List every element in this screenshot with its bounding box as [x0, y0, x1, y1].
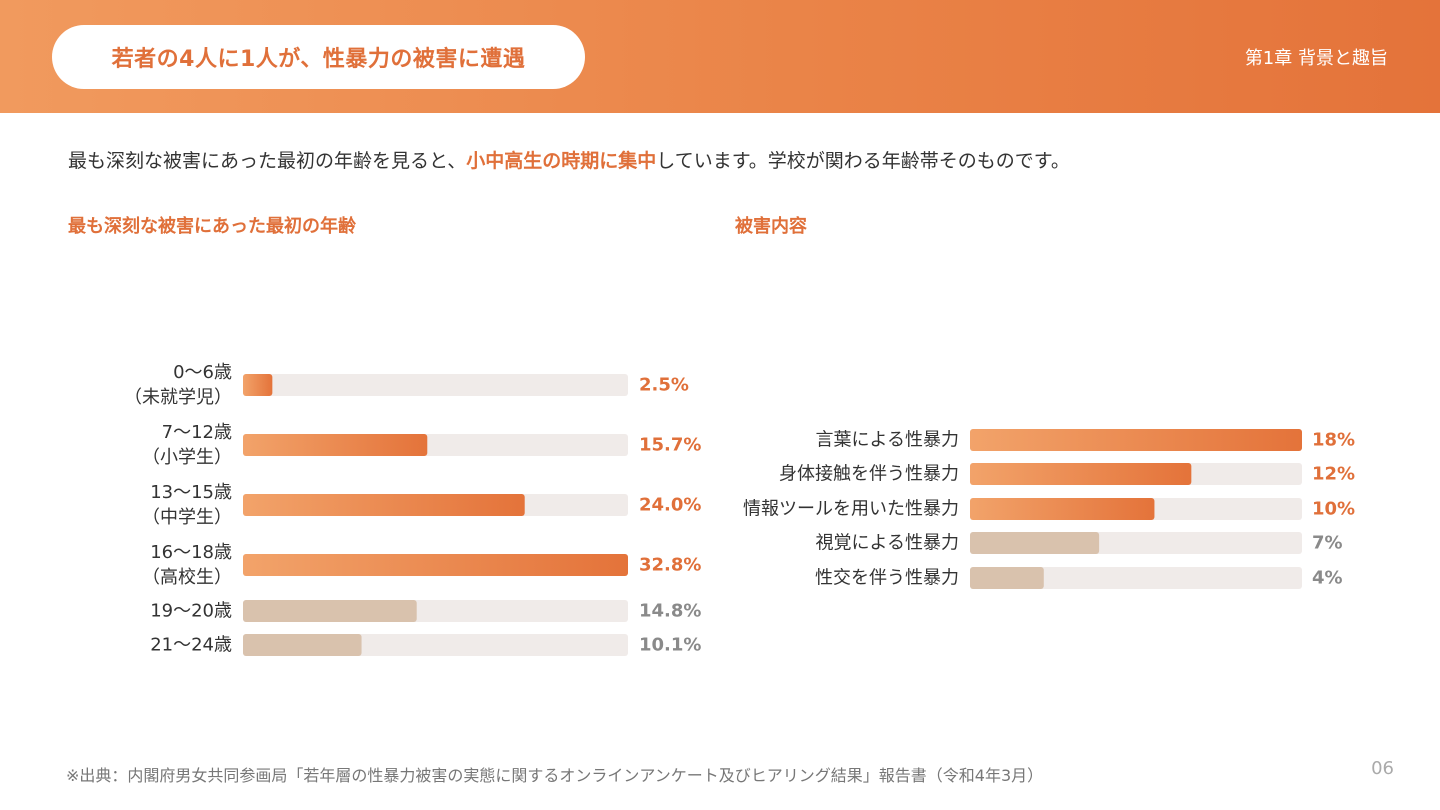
content-value-label-4: 4%: [1312, 568, 1343, 589]
age-value-label-2: 24.0%: [639, 495, 701, 516]
content-category-label-0: 言葉による性暴力: [816, 430, 959, 451]
age-bar-4: [243, 600, 417, 622]
content-bar-3: [970, 532, 1100, 554]
content-category-label-4: 性交を伴う性暴力: [815, 568, 959, 589]
content-value-label-3: 7%: [1312, 533, 1343, 554]
content-category-label-2: 情報ツールを用いた性暴力: [743, 499, 959, 520]
content-value-label-1: 12%: [1312, 464, 1355, 485]
age-category-label-2-0: 13〜15歳: [150, 482, 232, 503]
source-footnote: ※出典：内閣府男女共同参画局「若年層の性暴力被害の実態に関するオンラインアンケー…: [66, 766, 1044, 785]
age-value-label-3: 32.8%: [639, 555, 701, 576]
age-bar-2: [243, 494, 525, 516]
age-category-label-3-1: （高校生）: [142, 567, 232, 588]
age-category-label-1-1: （小学生）: [142, 447, 232, 468]
age-category-label-0-1: （未就学児）: [124, 387, 232, 408]
age-bar-1: [243, 434, 428, 456]
age-category-label-3-0: 16〜18歳: [150, 542, 232, 563]
age-track-0: [243, 374, 628, 396]
age-value-label-4: 14.8%: [639, 601, 701, 622]
content-value-label-0: 18%: [1312, 430, 1355, 451]
age-bar-0: [243, 374, 273, 396]
content-bar-1: [970, 463, 1192, 485]
content-track-4: [970, 567, 1302, 589]
age-category-label-5: 21〜24歳: [150, 635, 232, 656]
content-bar-0: [970, 429, 1302, 451]
content-value-label-2: 10%: [1312, 499, 1355, 520]
lead-before: 最も深刻な被害にあった最初の年齢を見ると、: [68, 150, 467, 172]
age-bar-5: [243, 634, 362, 656]
header-banner: 若者の4人に1人が、性暴力の被害に遭遇 第1章 背景と趣旨: [0, 0, 1440, 113]
age-category-label-0-0: 0〜6歳: [173, 362, 232, 383]
age-value-label-1: 15.7%: [639, 435, 701, 456]
content-bar-2: [970, 498, 1155, 520]
age-value-label-0: 2.5%: [639, 375, 689, 396]
page-number: 06: [1371, 758, 1394, 779]
title-pill: 若者の4人に1人が、性暴力の被害に遭遇: [52, 25, 585, 89]
lead-after: しています。学校が関わる年齢帯そのものです。: [656, 150, 1070, 172]
content-category-label-1: 身体接触を伴う性暴力: [779, 464, 959, 485]
age-category-label-2-1: （中学生）: [142, 507, 232, 528]
age-bar-3: [243, 554, 628, 576]
age-chart-title: 最も深刻な被害にあった最初の年齢: [68, 216, 356, 237]
chapter-label: 第1章 背景と趣旨: [1244, 48, 1388, 69]
lead-highlight: 小中高生の時期に集中: [466, 150, 657, 172]
content-category-label-3: 視覚による性暴力: [816, 533, 959, 554]
content-chart-title: 被害内容: [735, 216, 807, 237]
lead-text: 最も深刻な被害にあった最初の年齢を見ると、小中高生の時期に集中しています。学校が…: [68, 146, 1070, 173]
age-value-label-5: 10.1%: [639, 635, 701, 656]
age-category-label-4: 19〜20歳: [150, 601, 232, 622]
age-category-label-1-0: 7〜12歳: [162, 422, 232, 443]
slide-title: 若者の4人に1人が、性暴力の被害に遭遇: [111, 47, 526, 72]
content-bar-4: [970, 567, 1044, 589]
